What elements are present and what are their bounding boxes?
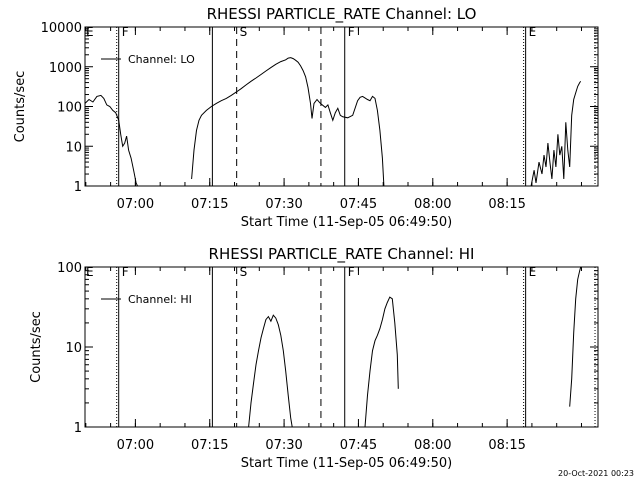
marker-label: E [529,265,537,279]
x-tick-label: 07:45 [340,197,377,212]
y-tick-label: 1 [74,421,82,436]
y-tick-label: 100 [57,101,82,116]
marker-label: F [348,265,355,279]
y-tick-label: 100 [57,261,82,276]
y-axis-label: Counts/sec [13,71,28,143]
marker-label: E [529,25,537,39]
y-tick-label: 10000 [41,21,82,36]
series-line [364,296,399,428]
y-tick-label: 10 [65,341,82,356]
y-axis-label: Counts/sec [29,311,44,383]
panel-lo-channel: RHESSI PARTICLE_RATE Channel: LO Start Ti… [13,5,599,230]
x-tick-label: 07:15 [191,197,228,212]
marker-label: S [240,265,248,279]
x-tick-label: 07:15 [191,438,228,453]
x-tick-label: 08:00 [414,438,451,453]
y-tick-label: 1000 [49,61,82,76]
timestamp-footer: 20-Oct-2021 00:23 [558,469,634,478]
chart-title: RHESSI PARTICLE_RATE Channel: LO [207,5,477,24]
x-axis-label: Start Time (11-Sep-05 06:49:50) [241,456,452,471]
y-tick-label: 1 [74,180,82,195]
legend-label: Channel: LO [128,53,195,66]
marker-label: F [122,265,129,279]
series-line [569,266,582,407]
x-tick-label: 08:15 [488,438,525,453]
marker-label: F [348,25,355,39]
marker-label: S [240,25,248,39]
y-tick-label: 10 [65,140,82,155]
series-line [191,57,385,187]
x-tick-label: 07:30 [265,438,302,453]
x-tick-label: 07:45 [340,438,377,453]
x-tick-label: 07:00 [117,438,154,453]
x-tick-label: 07:00 [117,197,154,212]
series-line [530,80,582,187]
edge-marker-label: E [86,265,94,279]
x-tick-label: 08:15 [488,197,525,212]
x-axis-label: Start Time (11-Sep-05 06:49:50) [241,215,452,230]
panel-hi-channel: RHESSI PARTICLE_RATE Channel: HI Start Ti… [29,245,599,471]
x-tick-label: 08:00 [414,197,451,212]
chart-title: RHESSI PARTICLE_RATE Channel: HI [209,245,475,264]
x-tick-label: 07:30 [265,197,302,212]
edge-marker-label: E [86,25,94,39]
series-line [84,94,138,187]
marker-label: F [122,25,129,39]
legend-label: Channel: HI [128,293,192,306]
series-line [248,314,293,428]
